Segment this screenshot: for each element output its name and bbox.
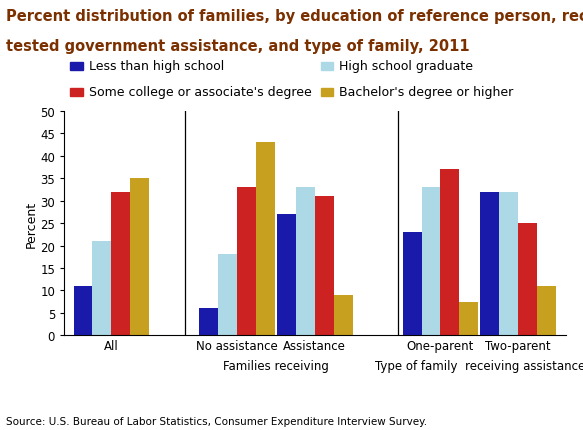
Bar: [73, 286, 93, 335]
Text: Families receiving: Families receiving: [223, 359, 329, 372]
Bar: [315, 197, 333, 335]
Bar: [422, 188, 440, 335]
Bar: [111, 192, 130, 335]
Bar: [403, 233, 422, 335]
Text: High school graduate: High school graduate: [339, 60, 473, 73]
Bar: [277, 215, 296, 335]
Bar: [93, 242, 111, 335]
Text: Some college or associate's degree: Some college or associate's degree: [89, 86, 311, 99]
Bar: [256, 143, 275, 335]
Text: Source: U.S. Bureau of Labor Statistics, Consumer Expenditure Interview Survey.: Source: U.S. Bureau of Labor Statistics,…: [6, 416, 427, 426]
Text: tested government assistance, and type of family, 2011: tested government assistance, and type o…: [6, 39, 469, 54]
Bar: [480, 192, 500, 335]
Bar: [537, 286, 556, 335]
Text: Less than high school: Less than high school: [89, 60, 224, 73]
Bar: [199, 309, 218, 335]
Bar: [296, 188, 315, 335]
Text: Bachelor's degree or higher: Bachelor's degree or higher: [339, 86, 514, 99]
Text: Percent distribution of families, by education of reference person, receipt of m: Percent distribution of families, by edu…: [6, 9, 583, 24]
Bar: [500, 192, 518, 335]
Text: Type of family  receiving assistance: Type of family receiving assistance: [375, 359, 583, 372]
Bar: [218, 255, 237, 335]
Bar: [440, 170, 459, 335]
Bar: [518, 224, 537, 335]
Bar: [459, 302, 478, 335]
Bar: [237, 188, 256, 335]
Bar: [333, 295, 353, 335]
Y-axis label: Percent: Percent: [24, 200, 37, 247]
Bar: [130, 179, 149, 335]
